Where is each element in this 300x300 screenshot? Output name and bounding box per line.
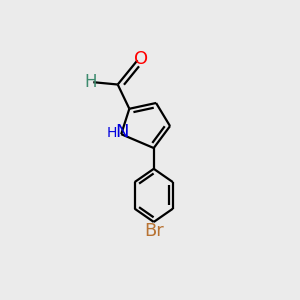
Text: N: N — [116, 123, 129, 141]
Text: H: H — [107, 126, 117, 140]
Text: Br: Br — [144, 222, 164, 240]
Text: H: H — [84, 73, 97, 91]
Text: O: O — [134, 50, 148, 68]
